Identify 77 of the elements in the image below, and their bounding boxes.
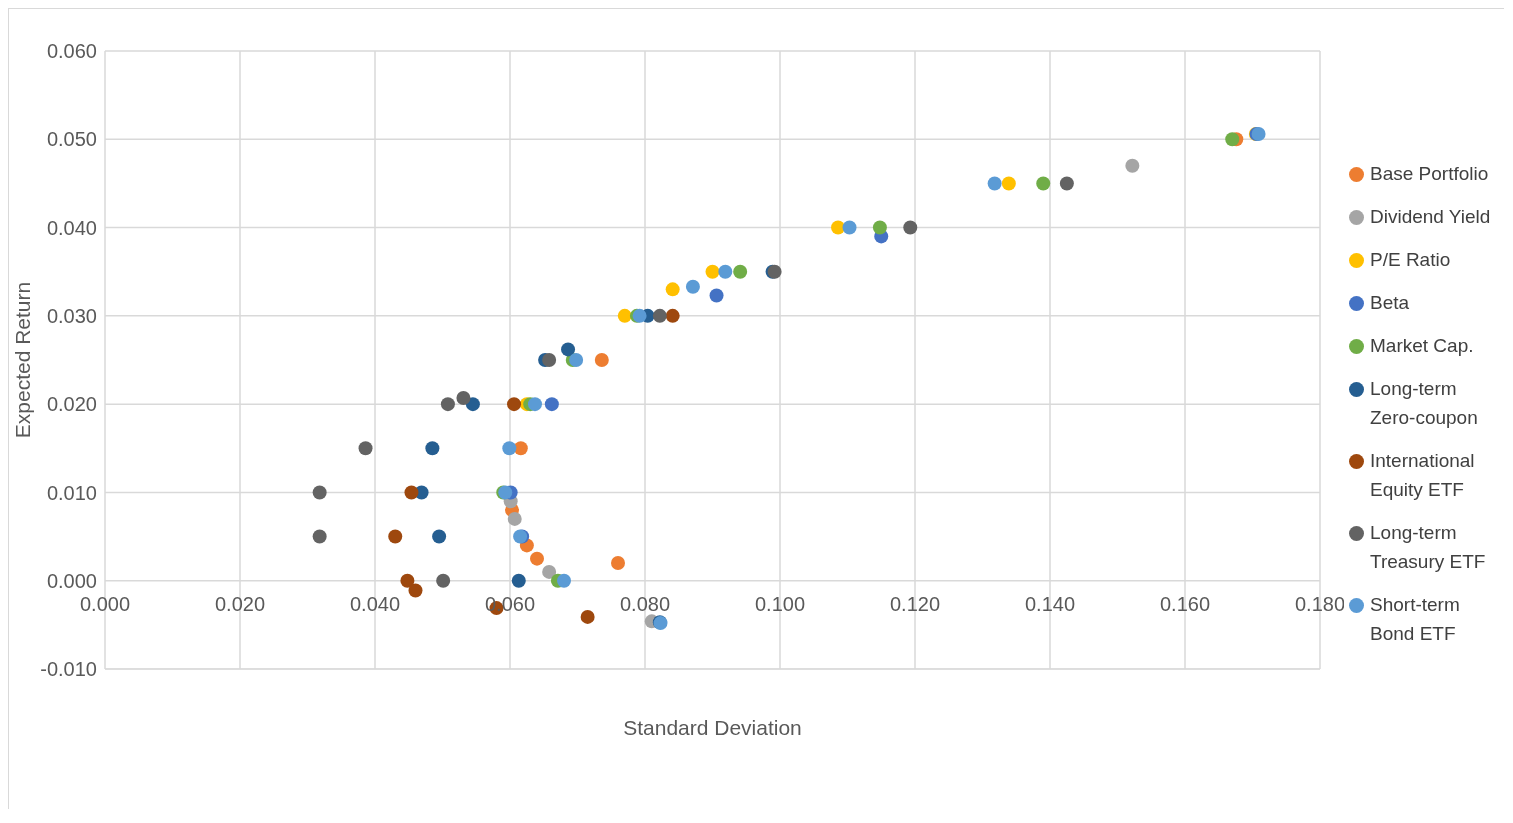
point (432, 529, 447, 544)
point (718, 264, 733, 279)
y-tick-label: 0.000 (46, 569, 97, 592)
x-tick-label: 0.020 (214, 592, 266, 615)
point (1036, 176, 1051, 191)
y-tick-label: 0.060 (46, 40, 97, 63)
point (665, 282, 680, 297)
point (507, 511, 522, 526)
point (617, 308, 632, 323)
legend-label: P/E Ratio (1370, 248, 1451, 272)
point (594, 353, 609, 367)
point (665, 308, 680, 323)
point (611, 556, 625, 571)
point (1001, 176, 1016, 191)
point (557, 573, 571, 588)
point (872, 220, 887, 235)
point (569, 353, 584, 367)
x-tick-label: 0.120 (889, 592, 941, 615)
legend-label: Long-term Treasury ETF (1370, 521, 1487, 574)
point (831, 220, 846, 235)
point (685, 279, 700, 294)
point (733, 264, 748, 279)
legend-label: Base Portfolio (1370, 162, 1489, 186)
point (652, 308, 667, 323)
point (580, 609, 595, 624)
point (542, 353, 557, 367)
point (1059, 176, 1074, 191)
x-tick-label: 0.080 (619, 592, 671, 615)
y-tick-label: -0.010 (40, 658, 97, 681)
point (465, 397, 480, 412)
point (404, 485, 419, 500)
point (400, 573, 415, 588)
point (544, 397, 559, 412)
point (507, 397, 522, 412)
point (511, 573, 526, 588)
point (705, 264, 720, 279)
y-tick-label: 0.010 (46, 481, 97, 504)
legend-label: Long-term Zero-coupon (1370, 377, 1479, 430)
point (903, 220, 918, 235)
point (456, 390, 471, 405)
y-tick-label: 0.020 (46, 393, 97, 416)
point (440, 397, 455, 412)
x-tick-label: 0.160 (1159, 592, 1211, 615)
x-tick-label: 0.000 (79, 592, 131, 615)
point (1125, 158, 1140, 173)
point (709, 288, 724, 303)
point (542, 564, 557, 579)
point (502, 441, 517, 456)
y-tick-label: 0.050 (46, 128, 97, 151)
legend-label: Short-term Bond ETF (1370, 593, 1461, 646)
point (987, 176, 1002, 191)
point (358, 441, 373, 456)
legend-label: International Equity ETF (1370, 449, 1476, 502)
legend-label: Beta (1370, 291, 1410, 315)
y-tick-label: 0.040 (46, 216, 97, 239)
point (561, 342, 576, 357)
legend-label: Market Cap. (1370, 334, 1474, 358)
point (425, 441, 440, 456)
point (513, 441, 528, 456)
point (842, 220, 857, 235)
point (530, 551, 544, 566)
point (312, 485, 327, 500)
y-axis-title: Expected Return (11, 281, 35, 439)
x-tick-label: 0.100 (754, 592, 806, 615)
x-axis-title: Standard Deviation (623, 716, 802, 739)
point (388, 529, 403, 544)
point (1225, 132, 1240, 147)
point (408, 583, 423, 598)
x-tick-label: 0.060 (484, 592, 536, 615)
y-tick-label: 0.030 (46, 304, 97, 327)
point (527, 397, 542, 412)
x-tick-label: 0.180 (1294, 592, 1346, 615)
x-tick-label: 0.140 (1024, 592, 1076, 615)
point (312, 529, 327, 544)
legend-label: Dividend Yield (1370, 205, 1491, 229)
point (436, 573, 451, 588)
x-tick-label: 0.040 (349, 592, 401, 615)
